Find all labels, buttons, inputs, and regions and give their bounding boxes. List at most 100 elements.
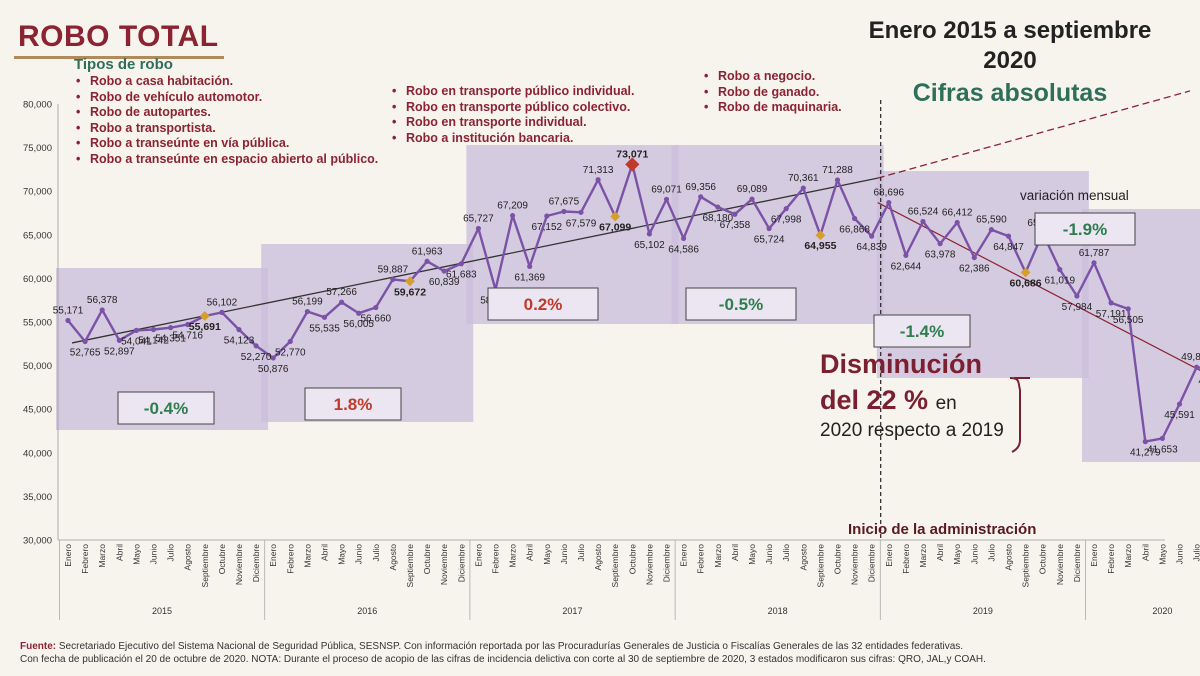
x-month-label: Abril [525,544,535,561]
footer-source-label: Fuente: [20,641,57,652]
data-label: 68,180 [703,213,734,224]
data-point [681,235,687,242]
variation-value: -0.5% [719,295,763,314]
data-label: 73,071 [616,148,648,160]
y-tick-label: 50,000 [23,361,52,372]
x-year-label: 2017 [562,606,582,616]
variation-box [685,287,797,321]
data-label: 71,313 [583,165,614,176]
title-underline [14,56,224,59]
data-point [852,215,858,222]
data-label: 66,524 [908,207,939,218]
data-point [732,211,738,217]
data-point [886,199,892,206]
x-month-label: Diciembre [1072,544,1082,583]
x-month-label: Noviembre [850,544,860,585]
category-item: Robo a casa habitación. [76,74,394,90]
data-label: 60,839 [429,277,460,288]
data-point [903,252,909,258]
data-point [270,355,276,361]
period-line-1: Enero 2015 a septiembre [868,17,1152,44]
data-point [99,307,105,313]
data-label: 64,839 [856,242,887,253]
x-month-label: Mayo [337,544,347,565]
x-month-label: Abril [1140,544,1150,561]
x-month-label: Agosto [183,544,193,571]
x-month-label: Junio [559,544,569,565]
x-year-label: 2019 [973,606,993,616]
x-month-label: Febrero [1106,544,1116,574]
data-label: 45,591 [1164,410,1195,421]
data-label: 65,102 [634,240,665,251]
y-tick-label: 35,000 [23,492,52,503]
data-point [766,225,772,232]
x-month-label: Septiembre [815,544,825,588]
data-label: 57,266 [326,287,357,298]
y-tick-label: 30,000 [23,536,52,547]
data-label: 64,847 [993,242,1024,253]
data-point [339,299,345,305]
x-month-label: Septiembre [1021,544,1031,588]
period-line-2: 2020 [983,47,1037,74]
data-label: 56,199 [292,297,323,308]
y-tick-label: 70,000 [23,187,52,198]
data-label: 52,770 [275,347,306,358]
data-point [373,304,379,311]
x-month-label: Octubre [422,544,432,575]
x-month-label: Mayo [1157,544,1167,565]
x-month-label: Febrero [491,544,501,574]
data-point [1005,233,1012,239]
data-point [475,225,481,232]
x-axis: Enero Febrero Marzo Abril Mayo Junio Julio Agos… [59,540,1200,620]
variation-box [487,287,599,321]
monthly-variation-label: variación mensual [1020,188,1129,203]
data-label: 50,876 [258,364,289,375]
data-point [219,309,225,315]
admin-start-label: Inicio de la administración [848,521,1037,538]
data-label: 67,998 [771,215,802,226]
variation-value: -0.4% [144,399,188,418]
data-label: 68,696 [874,188,905,199]
x-month-label: Noviembre [234,544,244,585]
data-point [1057,266,1063,273]
data-label: 64,955 [804,240,836,252]
data-point [236,327,242,333]
x-month-label: Mayo [131,544,141,565]
data-label: 70,361 [788,173,819,184]
peak-point [625,157,640,172]
year-box [1082,209,1200,462]
data-label: 63,978 [925,250,956,261]
trend-line-dashed [877,90,1191,179]
data-point [954,219,960,226]
category-item: Robo de maquinaria. [704,100,874,116]
x-year-label: 2020 [1152,606,1172,616]
data-point [646,231,653,237]
data-label: 49,816 [1181,352,1200,363]
data-point [321,314,328,320]
data-point [800,185,806,191]
y-tick-label: 65,000 [23,230,52,241]
x-month-label: Noviembre [439,544,449,585]
x-month-label: Enero [473,544,483,567]
x-month-label: Septiembre [200,544,210,588]
data-label: 54,716 [172,330,203,341]
data-point [82,338,88,345]
data-point [920,218,926,225]
period-header: Enero 2015 a septiembre 2020 Cifras abso… [830,16,1190,110]
data-label: 69,071 [651,184,682,195]
category-item: Robo en transporte público individual. [392,84,692,100]
data-point [715,204,721,210]
x-month-label: Septiembre [405,544,415,588]
data-point [595,177,601,183]
data-point [1074,293,1080,299]
variation-box [1034,212,1136,246]
category-list-1: Robo a casa habitación.Robo de vehículo … [76,74,394,167]
data-point [749,196,755,202]
x-month-label: Octubre [1038,544,1048,575]
data-point [1091,260,1097,266]
data-label: 67,099 [599,221,631,233]
x-month-label: Enero [679,544,689,567]
x-month-label: Noviembre [644,544,654,585]
x-month-label: Febrero [901,544,911,574]
data-label: 60,686 [1010,277,1042,289]
